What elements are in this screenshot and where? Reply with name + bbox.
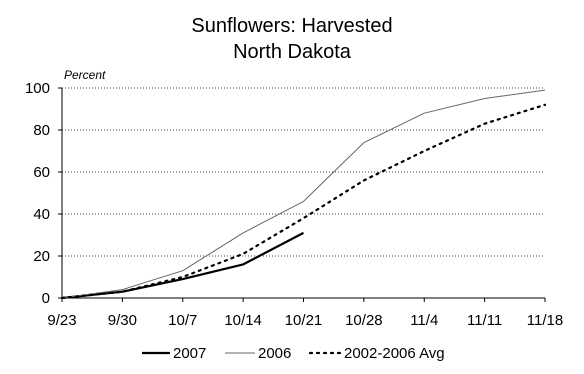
x-tick-label-8: 11/18	[527, 312, 563, 329]
chart-title: Sunflowers: Harvested	[191, 15, 392, 37]
y-tick-label-40: 40	[33, 206, 50, 223]
legend: 2007 2006 2002-2006 Avg	[142, 345, 445, 362]
series-lines	[60, 89, 547, 300]
y-axis-label: Percent	[64, 68, 106, 82]
axes	[58, 87, 546, 302]
x-tick-label-6: 11/4	[410, 312, 438, 329]
y-tick-label-20: 20	[33, 248, 50, 265]
x-tick-label-7: 11/11	[467, 312, 502, 329]
series-line-2	[60, 103, 547, 300]
legend-label-0: 2007	[173, 345, 206, 362]
x-tick-labels: 9/23 9/30 10/7 10/14 10/21 10/28 11/4 11/11 11/1…	[47, 312, 563, 329]
x-tick-label-0: 9/23	[47, 312, 76, 329]
x-tick-label-5: 10/28	[345, 312, 383, 329]
y-tick-labels: 0 20 40 60 80 100	[25, 80, 50, 307]
x-tick-label-1: 9/30	[108, 312, 137, 329]
y-tick-label-80: 80	[33, 122, 50, 139]
x-tick-label-2: 10/7	[168, 312, 197, 329]
y-tick-label-100: 100	[25, 80, 50, 97]
series-line-0	[61, 231, 305, 300]
legend-label-1: 2006	[258, 345, 291, 362]
series-line-1	[61, 89, 546, 299]
legend-label-2: 2002-2006 Avg	[344, 345, 445, 362]
y-tick-label-0: 0	[42, 290, 50, 307]
chart-subtitle: North Dakota	[233, 41, 352, 63]
x-tick-label-4: 10/21	[285, 312, 323, 329]
x-tick-label-3: 10/14	[224, 312, 262, 329]
y-tick-label-60: 60	[33, 164, 50, 181]
gridlines	[62, 87, 545, 257]
